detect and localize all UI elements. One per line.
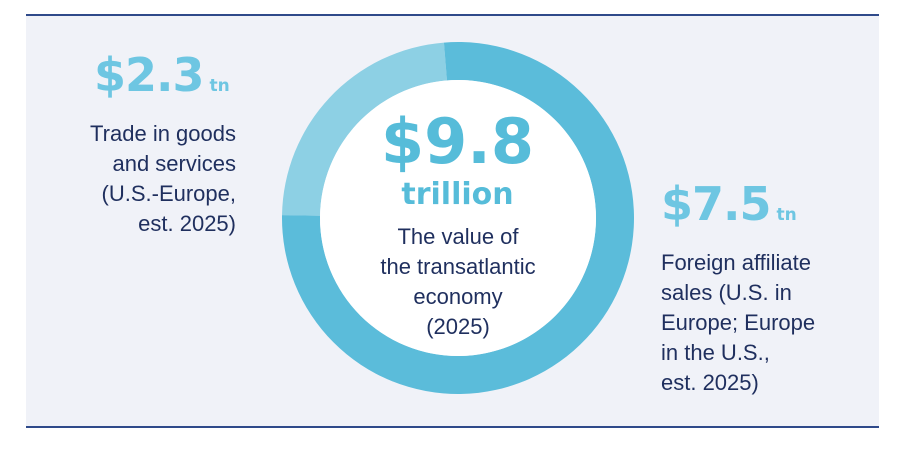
trade-label-line: (U.S.-Europe, [101, 181, 237, 206]
affiliate-label: Foreign affiliate sales (U.S. in Europe;… [661, 248, 815, 398]
trade-label-line: and services [112, 151, 236, 176]
trade-value-number: $2.3 [94, 48, 204, 102]
total-label-line: the transatlantic [380, 254, 536, 279]
donut-slice-0 [282, 42, 447, 216]
trade-value: $2.3 tn [94, 52, 230, 98]
trade-value-unit: tn [209, 76, 230, 96]
affiliate-label-line: est. 2025) [661, 370, 759, 395]
affiliate-label-line: Europe; Europe [661, 310, 816, 335]
trade-label-line: Trade in goods [90, 121, 236, 146]
affiliate-value: $7.5 tn [661, 181, 797, 227]
total-unit: trillion [401, 177, 514, 212]
affiliate-label-line: sales (U.S. in [661, 280, 792, 305]
affiliate-value-number: $7.5 [661, 177, 771, 231]
donut-center [320, 80, 596, 356]
total-value: $9.8 [381, 105, 534, 178]
total-label-line: economy [413, 284, 503, 309]
total-label-line: The value of [397, 224, 519, 249]
total-label-line: (2025) [426, 314, 490, 339]
total-label: The value of the transatlantic economy (… [318, 222, 598, 342]
affiliate-value-unit: tn [776, 205, 797, 225]
trade-label-line: est. 2025) [138, 211, 236, 236]
affiliate-label-line: in the U.S., [661, 340, 770, 365]
trade-label: Trade in goods and services (U.S.-Europe… [90, 119, 236, 239]
affiliate-label-line: Foreign affiliate [661, 250, 812, 275]
